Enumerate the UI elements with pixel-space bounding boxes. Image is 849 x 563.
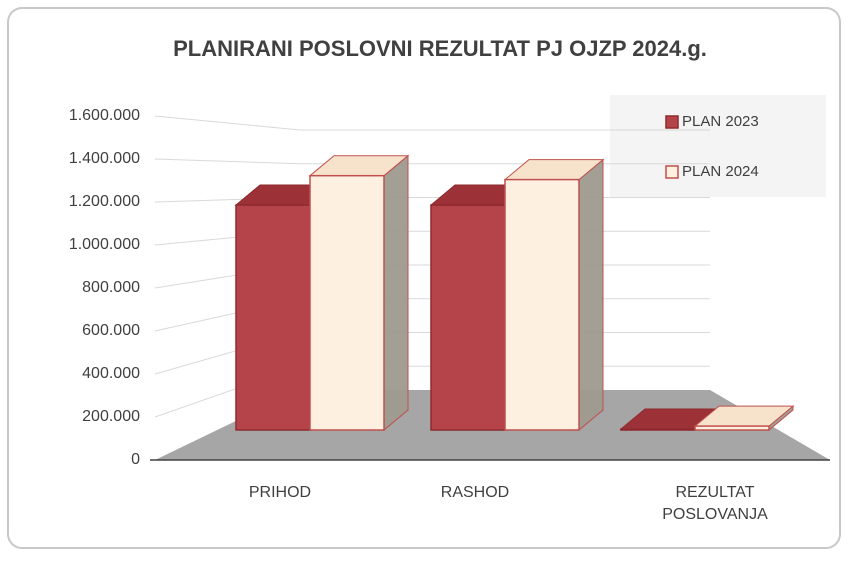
bar xyxy=(430,204,506,431)
y-tick-label: 600.000 xyxy=(82,322,140,339)
chart-title: PLANIRANI POSLOVNI REZULTAT PJ OJZP 2024… xyxy=(173,36,707,61)
legend-swatch xyxy=(665,165,679,179)
y-tick-label: 400.000 xyxy=(82,365,140,382)
bar xyxy=(504,178,580,431)
y-tick-label: 200.000 xyxy=(82,408,140,425)
legend-box xyxy=(610,95,826,197)
bar xyxy=(620,428,696,431)
y-tick-label: 1.000.000 xyxy=(69,236,140,253)
legend-label: PLAN 2023 xyxy=(682,113,759,130)
x-tick-label: RASHOD xyxy=(440,484,510,501)
y-tick-label: 0 xyxy=(131,451,140,468)
legend-swatch xyxy=(665,115,679,129)
y-tick-label: 1.600.000 xyxy=(69,107,140,124)
bar-side xyxy=(578,158,604,432)
y-tick-label: 1.400.000 xyxy=(69,150,140,167)
bar xyxy=(694,425,770,431)
x-tick-label: PRIHOD xyxy=(248,484,312,501)
legend-label: PLAN 2024 xyxy=(682,163,759,180)
grid-line xyxy=(154,115,710,131)
x-tick-label: REZULTAT POSLOVANJA xyxy=(662,484,768,523)
bar xyxy=(235,204,311,431)
bar-side xyxy=(383,154,409,432)
bar xyxy=(309,174,385,431)
y-tick-label: 800.000 xyxy=(82,279,140,296)
y-tick-label: 1.200.000 xyxy=(69,193,140,210)
